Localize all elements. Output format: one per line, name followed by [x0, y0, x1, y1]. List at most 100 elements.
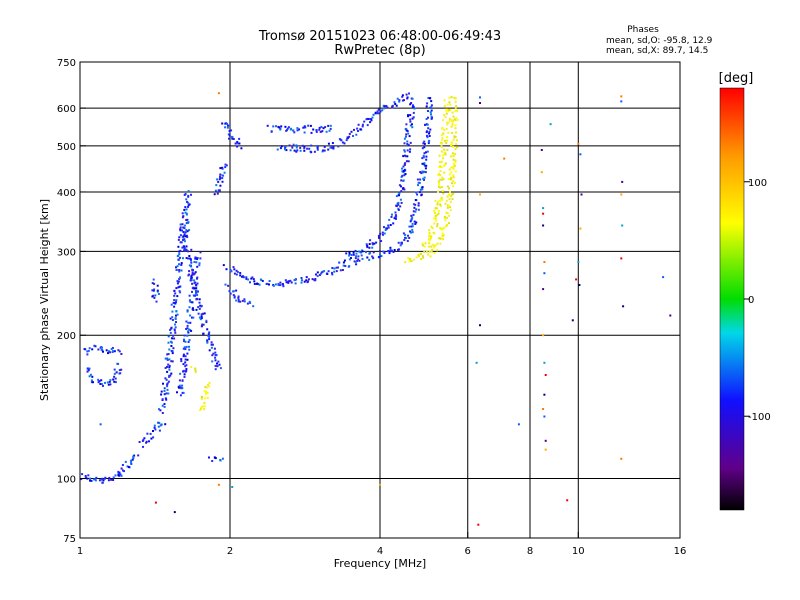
data-point: [450, 177, 453, 180]
data-point: [174, 302, 177, 304]
data-point: [354, 249, 357, 252]
data-point: [181, 246, 184, 249]
data-point: [571, 319, 574, 322]
data-point: [316, 275, 319, 278]
data-point: [202, 332, 205, 335]
data-point: [235, 273, 238, 276]
data-point: [423, 176, 426, 179]
data-point: [275, 125, 277, 128]
data-point: [456, 109, 459, 112]
data-point: [91, 375, 94, 378]
data-point: [214, 189, 217, 192]
data-point: [409, 220, 412, 223]
data-point: [348, 132, 351, 135]
data-point: [620, 193, 623, 196]
data-point: [360, 254, 363, 257]
data-point: [361, 125, 364, 128]
data-point: [404, 261, 407, 264]
y-axis-label: Stationary phase Virtual Height [km]: [38, 199, 51, 401]
data-point: [224, 166, 227, 169]
data-point: [449, 103, 452, 106]
data-point: [414, 223, 417, 225]
data-point: [427, 127, 430, 130]
data-point: [402, 165, 405, 168]
data-point: [301, 144, 304, 147]
data-point: [284, 148, 286, 151]
data-point: [186, 358, 189, 361]
data-point: [327, 142, 330, 145]
data-point: [177, 280, 180, 283]
data-point: [456, 118, 459, 121]
data-point: [455, 131, 457, 134]
x-axis-ticks: 1 2 4 6 8 10 16: [77, 532, 686, 557]
data-point: [452, 138, 455, 141]
data-point: [198, 298, 201, 301]
data-point: [83, 348, 86, 350]
data-point: [399, 198, 402, 201]
data-point: [102, 384, 104, 387]
data-point: [407, 132, 410, 135]
data-point: [118, 369, 121, 372]
data-point: [148, 440, 150, 443]
data-point: [449, 155, 452, 158]
data-point: [214, 359, 217, 362]
data-point: [232, 290, 235, 293]
data-point: [401, 95, 404, 98]
data-point: [578, 284, 581, 286]
data-point: [429, 106, 432, 109]
data-point: [402, 179, 405, 182]
data-point: [154, 501, 157, 504]
data-point: [289, 149, 292, 152]
data-point: [202, 323, 205, 326]
data-point: [199, 409, 202, 412]
data-point: [440, 196, 443, 199]
data-point: [179, 372, 182, 375]
data-point: [170, 326, 173, 329]
data-point: [206, 328, 209, 331]
data-point: [414, 203, 417, 206]
data-point: [403, 168, 406, 171]
data-point: [357, 258, 360, 261]
data-point: [183, 224, 186, 227]
data-point: [84, 476, 87, 479]
data-point: [235, 299, 238, 302]
data-point: [445, 225, 448, 228]
data-point: [163, 403, 166, 405]
data-point: [312, 128, 315, 131]
data-point: [402, 169, 405, 172]
data-point: [448, 187, 450, 190]
data-point: [195, 292, 198, 295]
data-point: [377, 256, 380, 258]
data-point: [436, 201, 439, 204]
data-point: [208, 456, 210, 459]
data-point: [403, 142, 406, 145]
data-point: [233, 296, 236, 299]
data-point: [187, 321, 190, 324]
data-point: [184, 361, 187, 364]
data-point: [441, 136, 444, 139]
data-point: [451, 124, 454, 127]
data-point: [224, 283, 227, 286]
data-point: [178, 269, 181, 271]
data-point: [183, 238, 186, 241]
data-point: [451, 182, 453, 185]
data-point: [407, 234, 409, 237]
data-point: [168, 368, 171, 371]
data-point: [443, 217, 446, 220]
data-point: [155, 300, 158, 303]
data-point: [443, 99, 446, 102]
data-point: [402, 232, 405, 235]
data-point: [369, 239, 372, 242]
data-point: [371, 246, 374, 249]
data-point: [310, 144, 313, 147]
data-point: [183, 245, 185, 248]
y-tick-label: 300: [57, 247, 76, 258]
data-point: [451, 152, 454, 155]
data-point: [434, 217, 437, 220]
data-point: [93, 344, 96, 347]
data-point: [431, 248, 434, 251]
data-point: [291, 146, 294, 149]
data-point: [290, 281, 293, 284]
data-point: [186, 221, 189, 224]
data-point: [452, 158, 455, 161]
